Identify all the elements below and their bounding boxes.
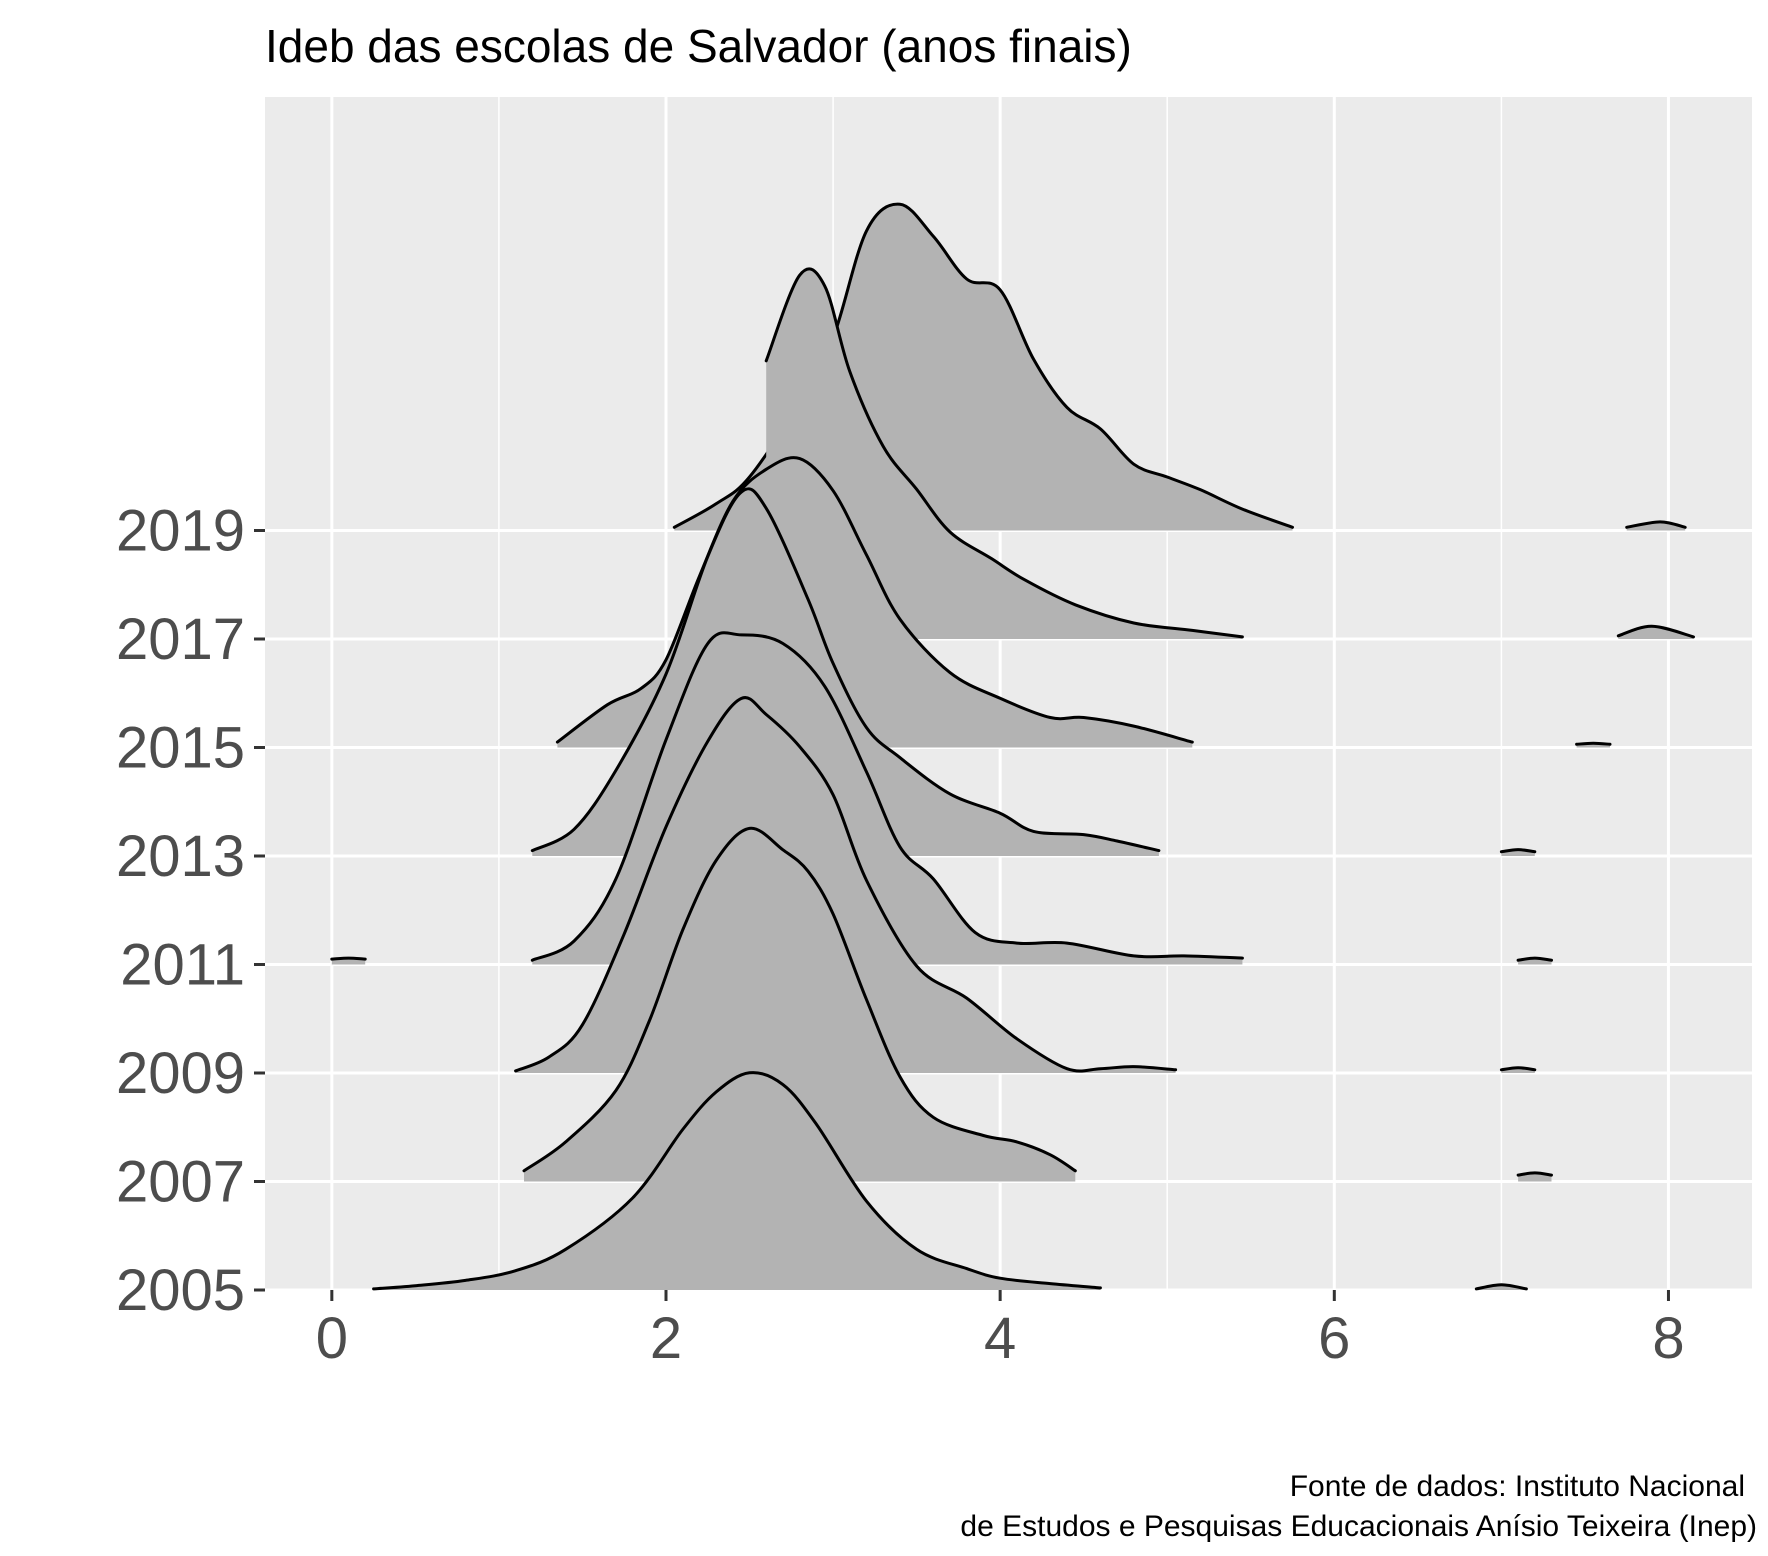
density-area-2005: [373, 1072, 1101, 1290]
density-line-2007: [522, 826, 1077, 1173]
outlier-line-2007: [1516, 1171, 1553, 1177]
caption-line-1: Fonte de dados: Instituto Nacional: [1290, 1470, 1745, 1503]
y-tick-label: 2019: [116, 499, 245, 564]
outlier-line-2015: [1575, 741, 1612, 746]
outlier-line-2005: [1474, 1283, 1528, 1291]
outlier-line-2013: [1499, 848, 1537, 854]
chart-title: Ideb das escolas de Salvador (anos finai…: [265, 20, 1132, 72]
x-tick-label: 2: [650, 1306, 682, 1371]
plot-panel: [265, 97, 1752, 1290]
x-tick-label: 6: [1318, 1306, 1350, 1371]
density-line-2013: [530, 487, 1161, 853]
y-tick-label: 2005: [116, 1258, 245, 1323]
density-area-2007: [524, 828, 1076, 1182]
density-area-2017: [766, 268, 1243, 639]
y-tick-label: 2015: [116, 716, 245, 781]
ridge-2005: [372, 1071, 1528, 1291]
density-line-2011: [530, 631, 1244, 962]
density-line-2005: [372, 1071, 1102, 1291]
x-tick-label: 0: [316, 1306, 348, 1371]
density-line-2015: [555, 456, 1194, 744]
y-tick-label: 2013: [116, 824, 245, 889]
outlier-line-2011: [330, 956, 367, 961]
density-line-2009: [514, 696, 1178, 1073]
outlier-area-2005: [1476, 1284, 1527, 1290]
x-tick-label: 4: [984, 1306, 1016, 1371]
y-tick-label: 2011: [120, 933, 245, 998]
y-axis: 2005 2007 2009 2011 2013 2015 2017 2019: [116, 499, 265, 1323]
ridge-2007: [522, 826, 1553, 1182]
outlier-line-2011: [1516, 956, 1553, 962]
x-axis: 0 2 4 6 8: [316, 1290, 1685, 1371]
ridge-2017: [764, 267, 1695, 639]
density-line-2017: [764, 267, 1244, 639]
y-tick-label: 2009: [116, 1041, 245, 1106]
x-tick-label: 8: [1652, 1306, 1684, 1371]
outlier-line-2019: [1625, 520, 1687, 529]
y-tick-label: 2017: [116, 607, 245, 672]
outlier-line-2009: [1499, 1066, 1537, 1072]
y-tick-label: 2007: [116, 1150, 245, 1215]
outlier-line-2017: [1616, 624, 1695, 639]
density-ridges: [330, 202, 1695, 1291]
caption-line-2: de Estudos e Pesquisas Educacionais Anís…: [960, 1510, 1757, 1543]
